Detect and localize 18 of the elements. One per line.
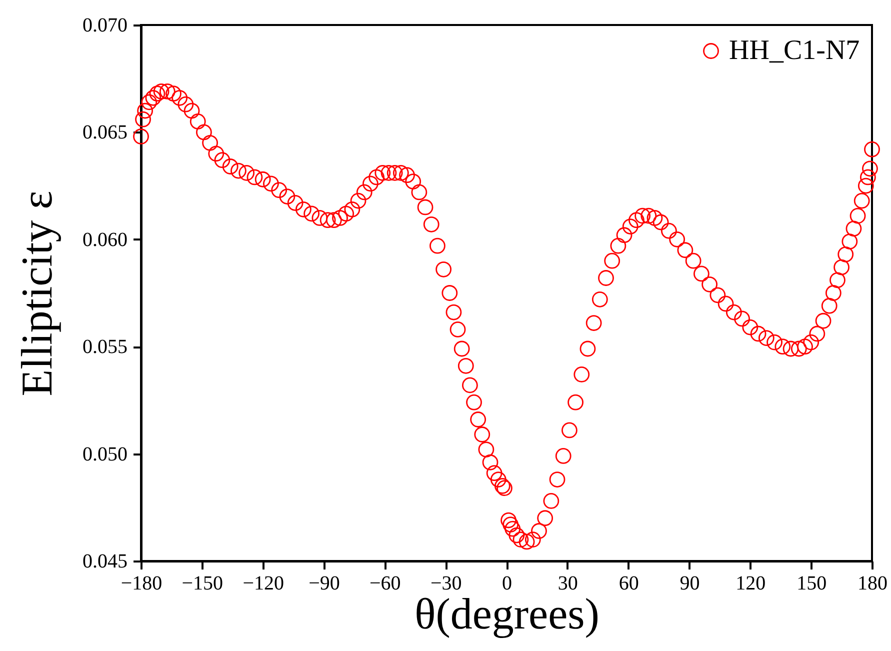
y-tick-label: 0.045: [82, 550, 128, 572]
x-tick-label: 120: [736, 572, 766, 594]
x-tick-label: −120: [242, 572, 284, 594]
x-tick-label: −90: [308, 572, 340, 594]
x-tick-label: 180: [858, 572, 888, 594]
x-tick-label: −60: [370, 572, 401, 594]
x-tick-label: 150: [796, 572, 827, 594]
x-tick-label: −180: [120, 572, 162, 594]
y-tick-label: 0.050: [82, 443, 128, 466]
x-tick-label: −150: [182, 572, 224, 594]
y-axis-title: Ellipticity ε: [12, 190, 62, 396]
x-tick-label: 60: [618, 572, 639, 594]
y-tick-label: 0.065: [82, 122, 128, 144]
y-tick-label: 0.070: [82, 14, 128, 36]
x-tick-label: 90: [680, 572, 700, 594]
y-tick-label: 0.055: [82, 336, 128, 358]
legend-label: HH_C1-N7: [729, 35, 860, 66]
y-tick-label: 0.060: [82, 228, 128, 251]
